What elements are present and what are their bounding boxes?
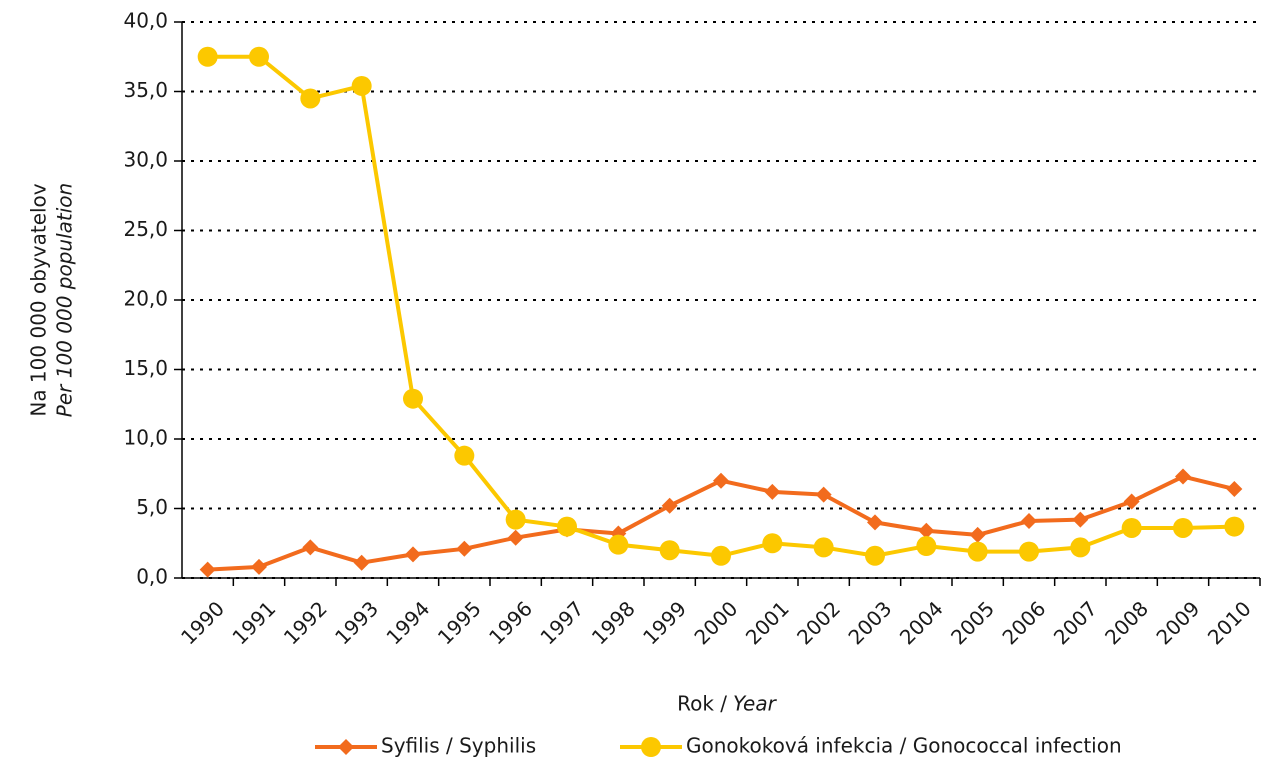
x-tick-label: 1993 xyxy=(330,596,383,649)
point xyxy=(608,534,629,555)
y-tick-label: 25,0 xyxy=(123,217,168,241)
point xyxy=(1070,537,1091,558)
point xyxy=(338,739,354,755)
point xyxy=(249,46,269,67)
x-tick-label: 1996 xyxy=(484,596,537,649)
point xyxy=(405,546,421,563)
point xyxy=(300,88,321,109)
point xyxy=(969,526,986,543)
point xyxy=(967,541,988,562)
point xyxy=(251,558,267,575)
point xyxy=(1019,541,1039,562)
x-tick-label: 1994 xyxy=(381,596,434,649)
x-tick-label: 1995 xyxy=(433,596,486,649)
point xyxy=(916,536,937,557)
point xyxy=(918,522,935,539)
x-tick-label: 1990 xyxy=(176,596,229,649)
x-axis-label: Year xyxy=(733,692,778,716)
point xyxy=(351,75,372,96)
point xyxy=(762,533,783,554)
legend-label: Syfilis / Syphilis xyxy=(381,734,536,758)
legend-label: Gonokoková infekcia / Gonococcal infecti… xyxy=(686,734,1122,758)
point xyxy=(403,388,423,409)
point xyxy=(353,554,370,571)
point xyxy=(199,561,216,578)
x-tick-label: 2003 xyxy=(843,596,896,649)
x-tick-label: 2000 xyxy=(689,596,742,649)
point xyxy=(454,445,475,466)
y-axis-label: Per 100 000 population xyxy=(53,183,77,417)
point xyxy=(505,509,526,530)
point xyxy=(1121,517,1142,538)
point xyxy=(865,545,885,566)
y-tick-label: 30,0 xyxy=(123,148,168,172)
x-tick-label: 2004 xyxy=(895,596,948,649)
y-tick-label: 5,0 xyxy=(136,495,168,519)
x-tick-label: 2007 xyxy=(1049,596,1102,649)
x-tick-label: 1991 xyxy=(227,596,280,649)
x-tick-label: 2008 xyxy=(1100,596,1153,649)
point xyxy=(813,537,834,558)
x-tick-label: 1992 xyxy=(279,596,332,649)
point xyxy=(661,497,678,514)
point xyxy=(456,540,473,557)
point xyxy=(1072,511,1089,528)
point xyxy=(197,46,218,67)
y-axis-label: Na 100 000 obyvatelov xyxy=(27,183,51,416)
point xyxy=(507,529,524,546)
y-tick-label: 20,0 xyxy=(123,287,168,311)
y-tick-label: 35,0 xyxy=(123,78,168,102)
point xyxy=(302,539,319,556)
x-tick-label: 2002 xyxy=(792,596,845,649)
point xyxy=(1173,517,1193,538)
point xyxy=(1175,468,1191,485)
point xyxy=(867,514,883,531)
y-tick-label: 0,0 xyxy=(136,565,168,589)
x-axis-label: Rok / xyxy=(677,692,727,716)
point xyxy=(764,483,781,500)
x-tick-label: 2009 xyxy=(1151,596,1204,649)
point xyxy=(713,472,729,489)
y-tick-label: 15,0 xyxy=(123,356,168,380)
y-tick-label: 40,0 xyxy=(123,9,168,33)
point xyxy=(557,516,577,537)
point xyxy=(659,540,680,561)
point xyxy=(1021,513,1037,530)
x-tick-label: 2006 xyxy=(997,596,1050,649)
point xyxy=(641,737,661,757)
x-tick-label: 1999 xyxy=(638,596,691,649)
point xyxy=(1123,493,1140,510)
x-tick-label: 1997 xyxy=(535,596,588,649)
point xyxy=(711,545,731,566)
point xyxy=(1224,516,1245,537)
x-tick-label: 2001 xyxy=(741,596,794,649)
x-tick-label: 2010 xyxy=(1203,596,1256,649)
y-tick-label: 10,0 xyxy=(123,426,168,450)
point xyxy=(1226,481,1243,498)
point xyxy=(815,486,832,503)
x-tick-label: 2005 xyxy=(946,596,999,649)
x-tick-label: 1998 xyxy=(587,596,640,649)
